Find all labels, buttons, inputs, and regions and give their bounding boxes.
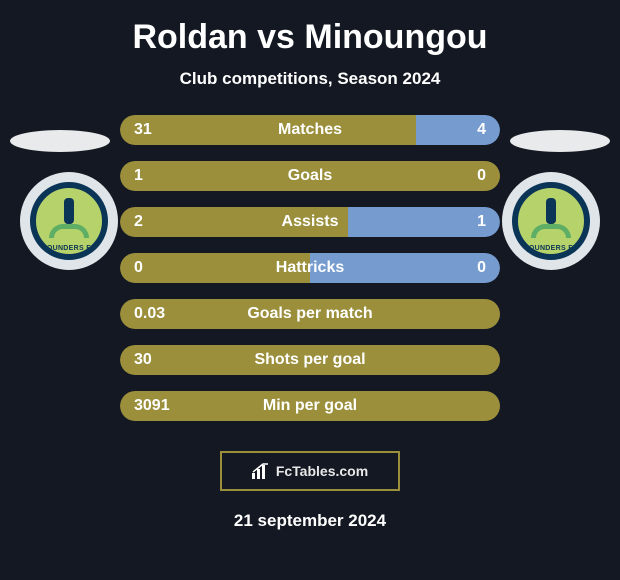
stat-value-left: 30 xyxy=(134,351,152,369)
team-badge-text-left: SOUNDERS FC xyxy=(36,245,102,252)
stat-value-left: 1 xyxy=(134,167,143,185)
stat-segment-left xyxy=(120,115,416,145)
player-shadow-right xyxy=(510,130,610,152)
stat-bar: 0.03 Goals per match xyxy=(120,299,500,329)
stat-label: Hattricks xyxy=(276,259,344,277)
player-shadow-left xyxy=(10,130,110,152)
fctables-label: FcTables.com xyxy=(276,463,368,479)
stat-value-left: 31 xyxy=(134,121,152,139)
stat-bar: 2 1 Assists xyxy=(120,207,500,237)
stat-label: Assists xyxy=(282,213,339,231)
team-badge-text-right: SOUNDERS FC xyxy=(518,245,584,252)
stat-value-right: 0 xyxy=(477,259,486,277)
page-title: Roldan vs Minoungou xyxy=(0,18,620,57)
stat-value-right: 1 xyxy=(477,213,486,231)
stat-value-left: 0.03 xyxy=(134,305,165,323)
team-badge-inner-left: SOUNDERS FC xyxy=(30,182,108,260)
stat-value-left: 3091 xyxy=(134,397,170,415)
stat-rows: 31 4 Matches 1 0 Goals 2 1 Assists 0 0 Hattricks 0.0… xyxy=(120,115,500,421)
stat-label: Shots per goal xyxy=(254,351,365,369)
stat-bar: 30 Shots per goal xyxy=(120,345,500,375)
stat-value-right: 0 xyxy=(477,167,486,185)
date-label: 21 september 2024 xyxy=(0,511,620,531)
stat-label: Min per goal xyxy=(263,397,357,415)
subtitle: Club competitions, Season 2024 xyxy=(0,69,620,89)
stat-value-right: 4 xyxy=(477,121,486,139)
stat-bar: 0 0 Hattricks xyxy=(120,253,500,283)
comparison-card: Roldan vs Minoungou Club competitions, S… xyxy=(0,0,620,580)
stat-value-left: 0 xyxy=(134,259,143,277)
stat-bar: 31 4 Matches xyxy=(120,115,500,145)
stat-value-left: 2 xyxy=(134,213,143,231)
stat-label: Matches xyxy=(278,121,342,139)
fctables-bars-icon xyxy=(252,463,270,479)
stat-bar: 3091 Min per goal xyxy=(120,391,500,421)
stat-label: Goals per match xyxy=(247,305,372,323)
fctables-watermark: FcTables.com xyxy=(220,451,400,491)
stat-segment-right xyxy=(416,115,500,145)
stat-label: Goals xyxy=(288,167,332,185)
team-badge-left: SOUNDERS FC xyxy=(20,172,118,270)
stat-bar: 1 0 Goals xyxy=(120,161,500,191)
team-badge-right: SOUNDERS FC xyxy=(502,172,600,270)
team-badge-inner-right: SOUNDERS FC xyxy=(512,182,590,260)
